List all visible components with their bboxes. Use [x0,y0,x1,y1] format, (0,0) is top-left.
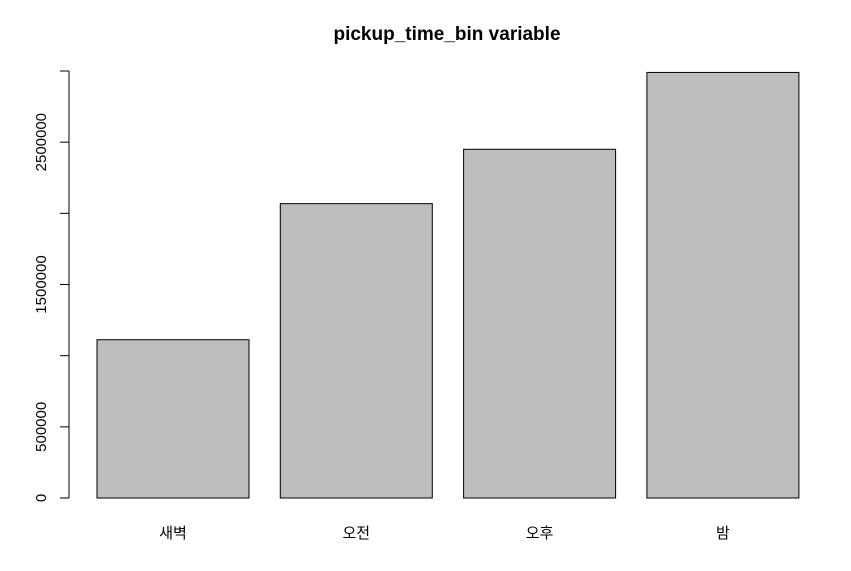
y-tick-label: 500000 [33,402,50,452]
y-tick-label: 1500000 [33,255,50,313]
bar-2 [279,203,433,499]
bar-1 [96,339,250,499]
chart-title: pickup_time_bin variable [333,24,560,45]
bar-3 [463,148,617,499]
y-tick-label: 0 [33,494,50,502]
bar-4 [646,71,800,499]
category-labels: 새벽 오전 오후 밤 [159,524,730,542]
category-label: 오전 [342,524,370,542]
y-axis: 0 500000 1500000 2500000 [33,70,70,502]
category-label: 오후 [526,524,554,542]
bars-group [96,71,800,499]
category-label: 밤 [716,524,730,542]
category-label: 새벽 [159,524,187,542]
y-tick-label: 2500000 [33,113,50,171]
